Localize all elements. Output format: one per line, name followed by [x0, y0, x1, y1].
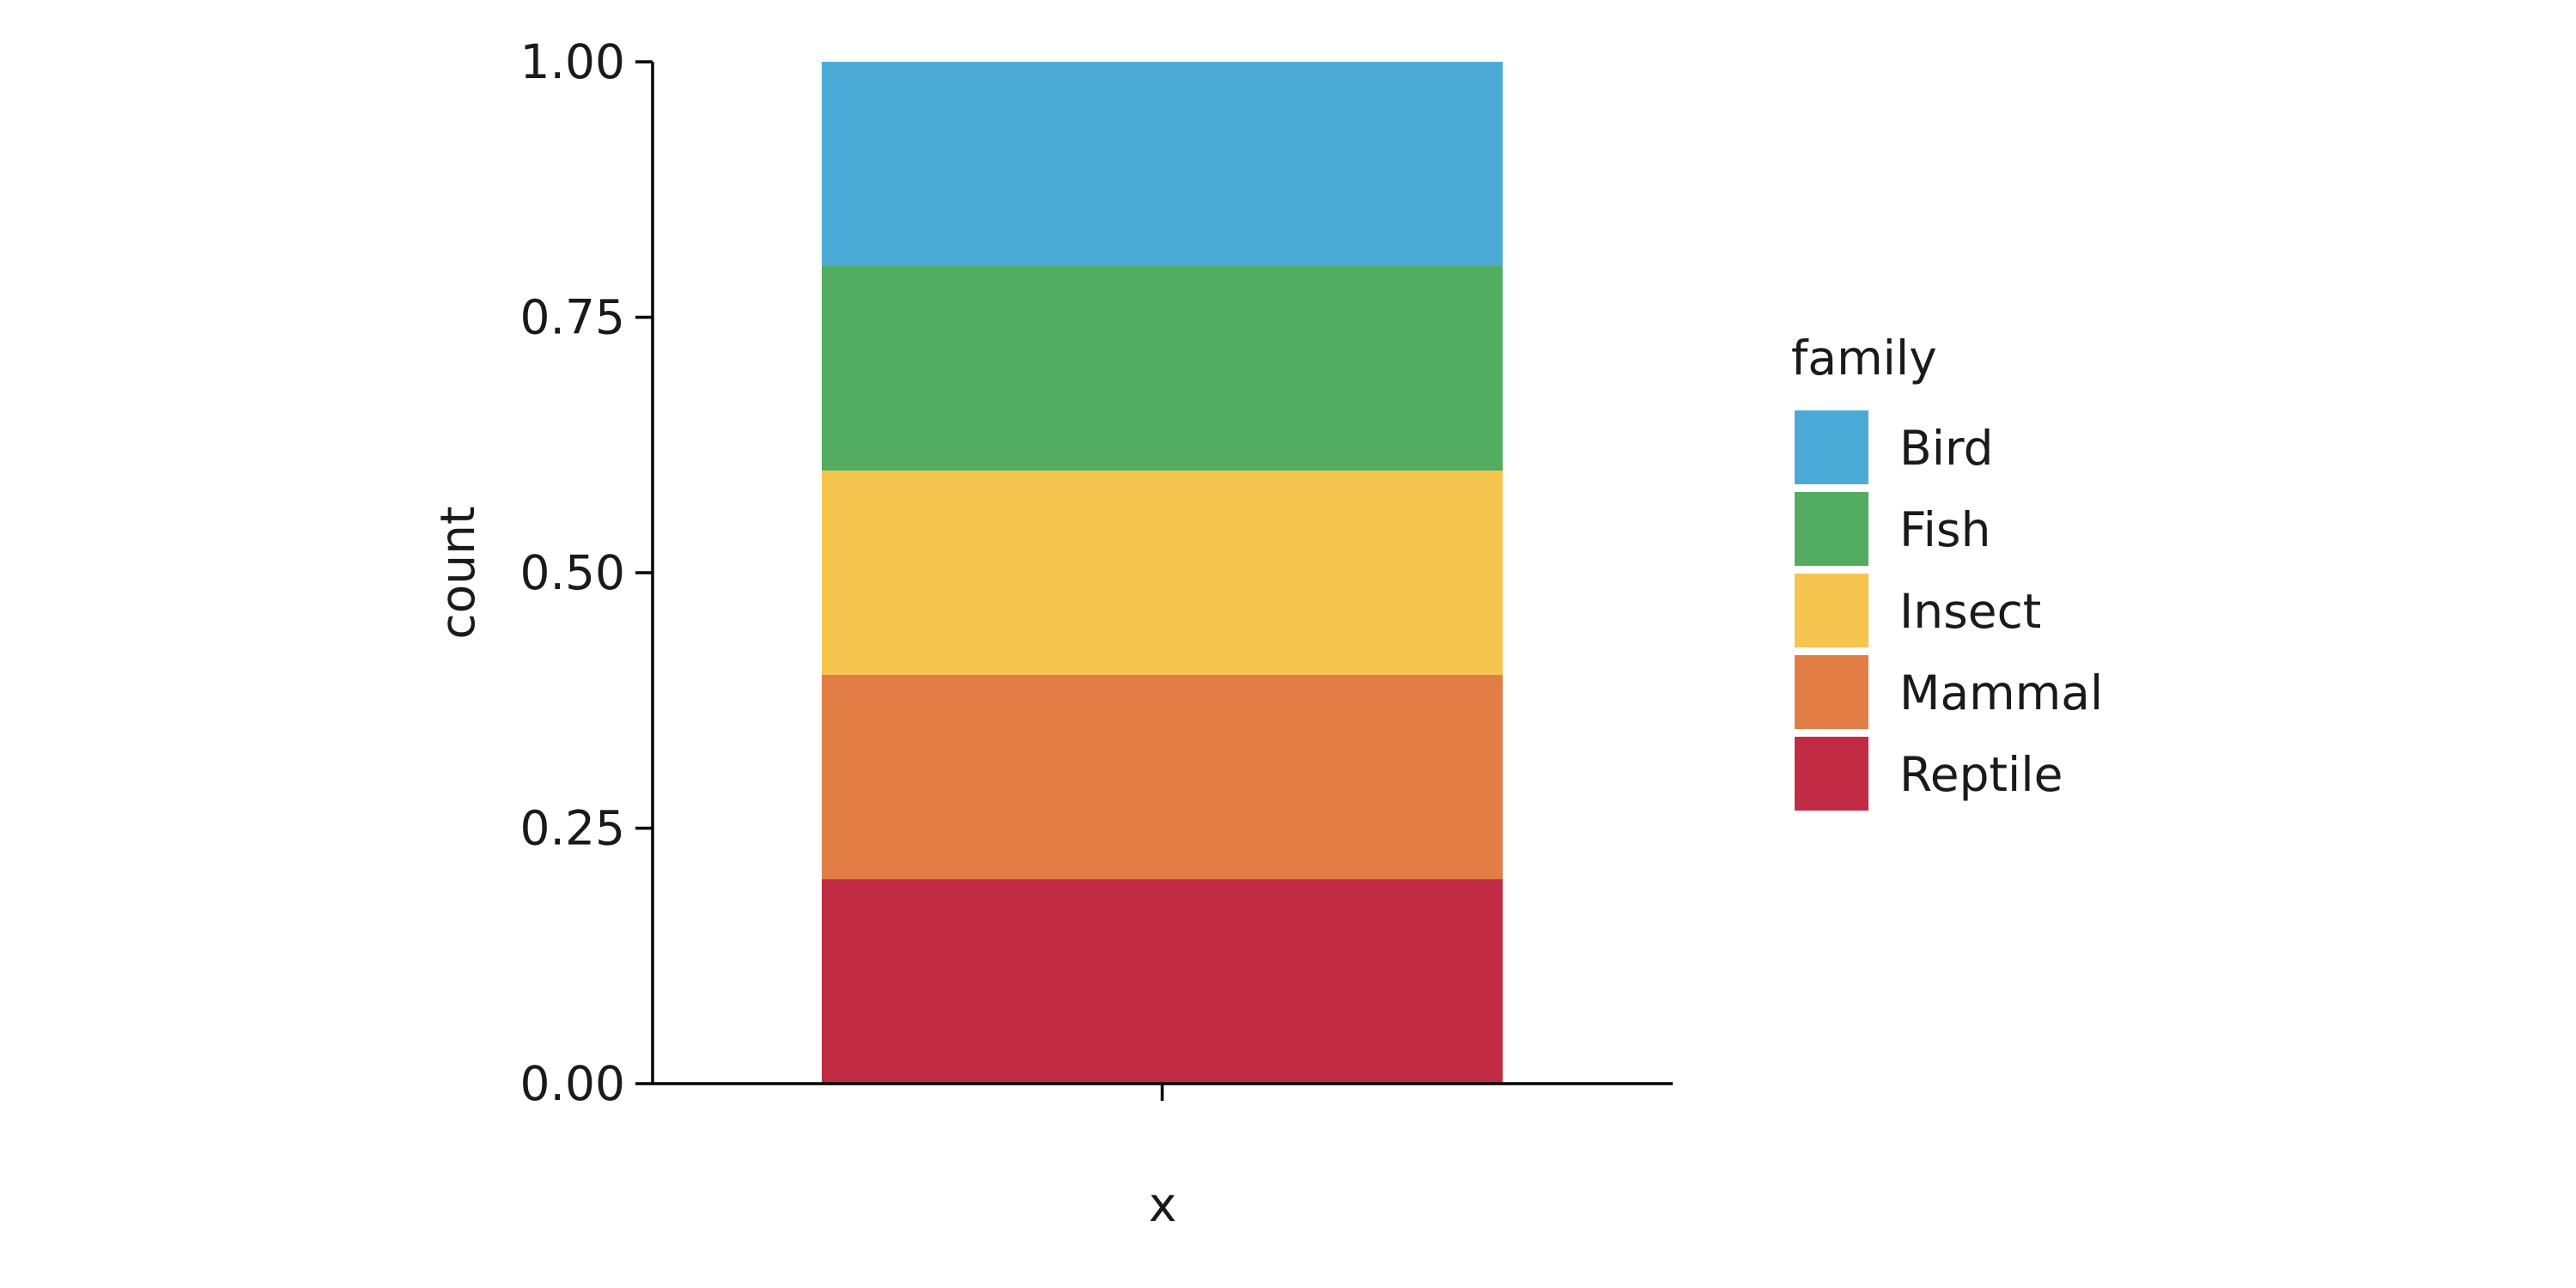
- axes: 0.00 0.25 0.50 0.75 1.00 count x: [430, 34, 1673, 1232]
- bar-segment-fish: [822, 266, 1503, 471]
- plot-area: [822, 62, 1503, 1084]
- legend-title: family: [1791, 331, 1937, 386]
- y-tick-label: 0.75: [520, 290, 625, 345]
- legend-items: Bird Fish Insect Mammal Reptile: [1795, 410, 2103, 811]
- legend-item-bird: Bird: [1795, 410, 1994, 484]
- legend-swatch: [1795, 737, 1868, 811]
- legend-item-fish: Fish: [1795, 492, 1990, 566]
- bar-segment-mammal: [822, 675, 1503, 879]
- legend: family Bird Fish Insect Mammal Reptile: [1791, 331, 2103, 811]
- legend-label: Reptile: [1899, 747, 2063, 802]
- legend-swatch: [1795, 655, 1868, 729]
- legend-swatch: [1795, 574, 1868, 647]
- bar-segment-insect: [822, 471, 1503, 675]
- bar-segment-bird: [822, 62, 1503, 266]
- legend-label: Insect: [1899, 584, 2041, 639]
- legend-item-reptile: Reptile: [1795, 737, 2063, 811]
- x-axis-title: x: [1149, 1177, 1177, 1232]
- legend-item-insect: Insect: [1795, 574, 2041, 647]
- y-tick-label: 0.50: [520, 545, 625, 600]
- legend-item-mammal: Mammal: [1795, 655, 2103, 729]
- legend-swatch: [1795, 492, 1868, 566]
- legend-label: Mammal: [1899, 665, 2103, 720]
- legend-label: Fish: [1899, 502, 1990, 557]
- y-tick-label: 1.00: [520, 34, 625, 89]
- legend-swatch: [1795, 410, 1868, 484]
- y-axis-title: count: [430, 506, 485, 639]
- bar-segment-reptile: [822, 879, 1503, 1084]
- legend-label: Bird: [1899, 421, 1994, 476]
- y-tick-label: 0.25: [520, 801, 625, 856]
- y-ticks: 0.00 0.25 0.50 0.75 1.00: [520, 34, 653, 1111]
- y-tick-label: 0.00: [520, 1056, 625, 1111]
